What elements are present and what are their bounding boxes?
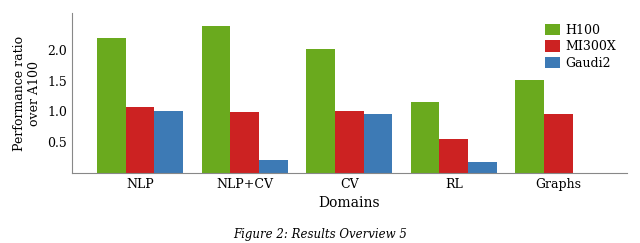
Bar — [468, 162, 497, 173]
Bar — [306, 49, 335, 173]
Legend: H100, MI300X, Gaudi2: H100, MI300X, Gaudi2 — [541, 20, 620, 74]
Bar — [439, 139, 468, 173]
Bar — [125, 107, 154, 173]
Bar — [335, 112, 364, 173]
Bar — [515, 80, 544, 173]
Bar — [230, 112, 259, 173]
Bar — [202, 26, 230, 173]
Bar — [410, 102, 439, 173]
Y-axis label: Performance ratio
over A100: Performance ratio over A100 — [13, 35, 42, 151]
Bar — [154, 112, 183, 173]
Bar — [544, 114, 573, 173]
X-axis label: Domains: Domains — [318, 196, 380, 210]
Bar — [259, 160, 288, 173]
Bar — [97, 38, 125, 173]
Bar — [364, 114, 392, 173]
Text: Figure 2: Results Overview 5: Figure 2: Results Overview 5 — [233, 228, 407, 241]
